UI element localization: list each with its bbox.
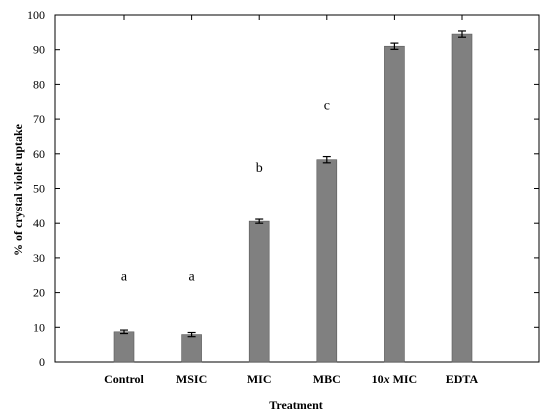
x-tick-label: MSIC [176,372,207,386]
x-tick-label: Control [104,372,144,386]
y-axis-title: % of crystal violet uptake [11,123,25,256]
significance-label: a [188,269,195,284]
y-tick-label: 10 [33,320,45,334]
bar [451,33,473,363]
y-tick-label: 0 [39,355,45,369]
significance-label: b [256,161,263,176]
x-tick-label: 10x MIC [372,372,418,386]
y-tick-label: 20 [33,286,45,300]
y-tick-label: 100 [27,8,45,22]
y-tick-label: 70 [33,112,45,126]
y-tick-label: 80 [33,77,45,91]
y-tick-label: 90 [33,43,45,57]
significance-label: a [121,269,128,284]
x-axis-title: Treatment [269,398,323,412]
bar [316,159,338,363]
bar [384,45,405,363]
x-tick-label: MIC [247,372,272,386]
significance-label: c [324,99,330,114]
y-tick-label: 40 [33,216,45,230]
y-tick-label: 50 [33,182,45,196]
y-tick-label: 60 [33,147,45,161]
bar [248,220,270,363]
bar [181,334,202,363]
x-tick-label: MBC [313,372,341,386]
y-tick-label: 30 [33,251,45,265]
bar [113,331,135,363]
x-tick-label: EDTA [446,372,479,386]
plot-area: 0 10 20 30 40 50 60 70 80 90 100 a Control a MSIC b MIC c… [27,0,540,386]
